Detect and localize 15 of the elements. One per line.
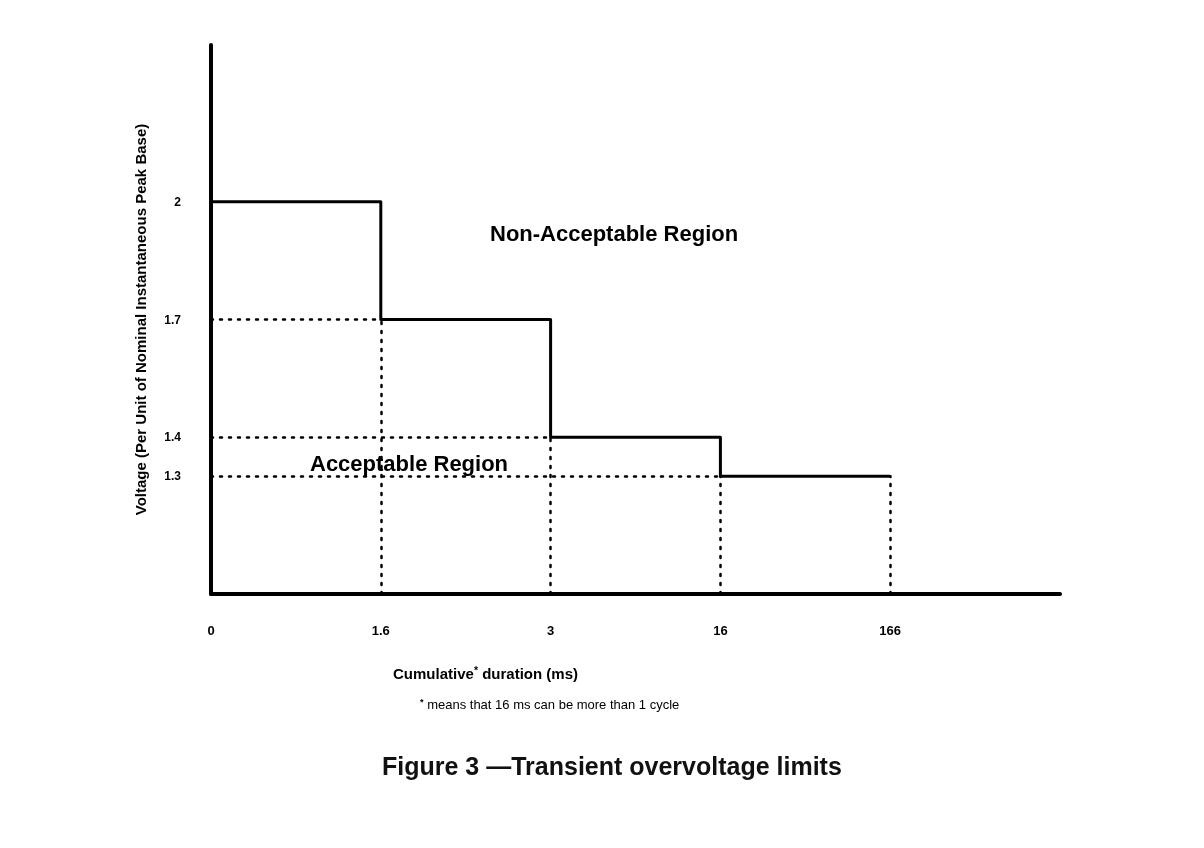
- x-tick-label: 0: [207, 623, 215, 638]
- x-tick-label: 16: [713, 623, 728, 638]
- x-tick-label: 1.6: [371, 623, 390, 638]
- annotation: Acceptable Region: [310, 450, 509, 476]
- annotation: Non-Acceptable Region: [490, 220, 739, 246]
- y-tick-label: 1.7: [164, 312, 182, 327]
- x-tick-label: 166: [879, 623, 902, 638]
- x-tick-label: 3: [546, 623, 555, 638]
- y-tick-label: 1.4: [164, 430, 182, 445]
- y-axis-title: Voltage (Per Unit of Nominal Instantaneous Peak Base): [132, 123, 149, 516]
- y-tick-label: 1.3: [164, 469, 182, 484]
- x-axis-title: Cumulative* duration (ms): [393, 663, 578, 682]
- text: Figure 3 —Transient overvoltage limits: [382, 751, 842, 780]
- text: * means that 16 ms can be more than 1 cycle: [420, 696, 680, 713]
- y-tick-label: 2: [174, 194, 182, 209]
